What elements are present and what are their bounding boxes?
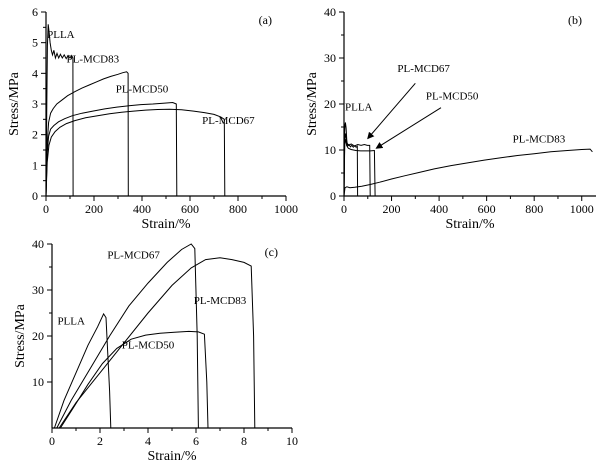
chart-panel-c: 0 2 4 6 8 10 10 20 30 40 Strain/% Stress/MPa (c) PL-M… (12, 234, 304, 464)
y-tick-label: 2 (32, 128, 38, 142)
y-tick-label: 1 (32, 158, 38, 172)
series-line-PL-MCD83 (58, 257, 256, 429)
panel-label: (b) (568, 13, 582, 27)
series-line-PL-MCD50 (45, 101, 178, 197)
x-tick-label: 8 (241, 434, 247, 448)
x-tick-label: 0 (341, 202, 347, 216)
series-label: PL-MCD67 (202, 115, 255, 127)
chart-panel-b: 0 200 400 600 800 1000 0 10 20 30 40 Strain/% Stress… (304, 2, 608, 232)
y-tick-label: 10 (32, 375, 44, 389)
series-line-PL-MCD50 (59, 330, 209, 429)
series-line-PL-MCD67 (56, 243, 199, 429)
series-label: PL-MCD67 (397, 63, 450, 75)
x-tick-label: 600 (478, 202, 496, 216)
x-axis-title: Strain/% (142, 217, 191, 232)
y-tick-label: 30 (324, 51, 336, 65)
y-tick-label: 40 (324, 5, 336, 19)
y-tick-label: 3 (32, 97, 38, 111)
chart-svg-c: 0 2 4 6 8 10 10 20 30 40 Strain/% Stress/MPa (c) PL-M… (13, 237, 298, 464)
y-tick-label: 6 (32, 5, 38, 19)
series-label: PL-MCD50 (122, 339, 175, 351)
series-line-PL-MCD67 (45, 108, 226, 197)
chart-svg-b: 0 200 400 600 800 1000 0 10 20 30 40 Strain/% Stress… (305, 5, 596, 232)
x-tick-label: 2 (97, 434, 103, 448)
x-tick-label: 200 (383, 202, 401, 216)
series-label: PL-MCD83 (513, 134, 566, 146)
series-label: PLLA (47, 29, 75, 41)
y-tick-label: 30 (32, 283, 44, 297)
x-tick-label: 6 (193, 434, 199, 448)
chart-svg-a: 0 200 400 600 800 1000 0 1 2 3 4 5 6 Strain/% Stress/M… (7, 5, 298, 232)
x-tick-label: 0 (49, 434, 55, 448)
series-line-PL-MCD50 (343, 138, 376, 197)
series-label: PL-MCD50 (426, 90, 479, 102)
x-axis-title: Strain/% (446, 217, 495, 232)
panel-label: (a) (259, 13, 272, 27)
x-tick-label: 800 (229, 202, 247, 216)
y-axis-title: Stress/MPa (305, 71, 320, 136)
y-tick-label: 4 (32, 66, 38, 80)
x-tick-label: 800 (525, 202, 543, 216)
y-tick-label: 5 (32, 36, 38, 50)
x-tick-label: 4 (145, 434, 151, 448)
series-label: PLLA (345, 101, 373, 113)
x-tick-label: 1000 (274, 202, 298, 216)
x-tick-label: 600 (181, 202, 199, 216)
series-label: PL-MCD67 (107, 250, 160, 262)
panel-label: (c) (265, 245, 278, 259)
series-line-PL-MCD67 (343, 133, 371, 197)
x-tick-label: 10 (286, 434, 298, 448)
series-label: PLLA (57, 316, 85, 328)
series-label: PL-MCD83 (67, 54, 120, 66)
x-tick-label: 1000 (570, 202, 594, 216)
series-line-PL-MCD83 (343, 148, 593, 197)
x-tick-label: 400 (133, 202, 151, 216)
x-tick-label: 200 (85, 202, 103, 216)
y-axis-title: Stress/MPa (7, 71, 22, 136)
y-tick-label: 0 (330, 189, 336, 203)
series-label: PL-MCD50 (116, 83, 169, 95)
x-tick-label: 0 (43, 202, 49, 216)
x-axis-title: Strain/% (148, 449, 197, 464)
y-tick-label: 20 (324, 97, 336, 111)
y-tick-label: 0 (32, 189, 38, 203)
series-line-PLLA (53, 312, 112, 429)
y-tick-label: 40 (32, 237, 44, 251)
series-line-PLLA (45, 24, 74, 197)
chart-panel-a: 0 200 400 600 800 1000 0 1 2 3 4 5 6 Strain/% Stress/M… (6, 2, 298, 232)
annotation-arrow (367, 82, 416, 140)
annotation-arrow (375, 107, 442, 149)
y-tick-label: 20 (32, 329, 44, 343)
series-label: PL-MCD83 (194, 295, 247, 307)
series-line-PL-MCD83 (45, 71, 129, 197)
series-line-PLLA (343, 122, 359, 197)
y-tick-label: 10 (324, 143, 336, 157)
x-tick-label: 400 (430, 202, 448, 216)
y-axis-title: Stress/MPa (13, 303, 28, 368)
